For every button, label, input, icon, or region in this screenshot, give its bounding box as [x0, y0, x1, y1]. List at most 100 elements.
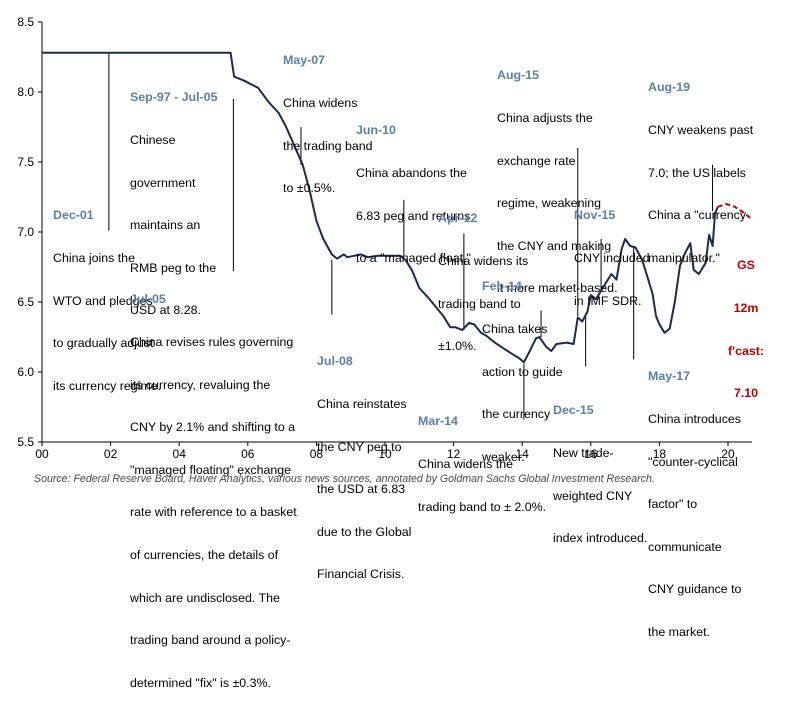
- annotation-heading: Jul-05: [130, 292, 166, 307]
- annotation-line: trading band to ± 2.0%.: [418, 499, 547, 514]
- annotation-line: China widens the: [418, 457, 514, 472]
- annotation-apr-12: Apr-12 China widens its trading band to …: [438, 183, 528, 368]
- y-tick-label: 7.5: [17, 155, 34, 169]
- annotation-line: action to guide: [482, 364, 563, 379]
- annotation-heading: Feb-14: [482, 279, 522, 294]
- annotation-jul-08: Jul-08 China reinstates the CNY peg to t…: [317, 326, 411, 596]
- annotation-line: in IMF SDR.: [574, 293, 642, 308]
- annotation-dec-01: Dec-01 China joins the WTO and pledges t…: [53, 180, 161, 407]
- annotation-aug-15: Aug-15 China adjusts the exchange rate r…: [497, 40, 618, 310]
- annotation-line: China takes: [482, 322, 548, 337]
- forecast-label-line: 7.10: [733, 386, 759, 401]
- annotation-line: China a "currency: [648, 208, 747, 223]
- x-tick-label: 06: [241, 447, 255, 461]
- annotation-line: China widens: [283, 96, 358, 111]
- annotation-line: communicate: [648, 539, 722, 554]
- x-tick-label: 20: [721, 447, 735, 461]
- annotation-line: 7.0; the US labels: [648, 165, 746, 180]
- chart-canvas: 5.5 6.0 6.5 7.0 7.5 8.0 8.5 00 02 04 06 08 10 12 14 16 1…: [17, 15, 752, 461]
- annotation-line: USD at 8.28.: [130, 303, 201, 318]
- annotation-line: factor" to: [648, 497, 698, 512]
- annotation-nov-15: Nov-15 CNY included in IMF SDR.: [574, 180, 650, 322]
- forecast-label-line: 12m: [733, 301, 759, 316]
- forecast-label-line: GS: [737, 258, 755, 273]
- annotation-line: CNY guidance to: [648, 582, 742, 597]
- annotation-heading: Aug-15: [497, 68, 539, 83]
- annotation-line: CNY included: [574, 251, 650, 266]
- annotation-line: rate with reference to a basket: [130, 505, 297, 520]
- annotation-heading: Apr-12: [438, 211, 478, 226]
- annotation-heading: Dec-15: [553, 403, 594, 418]
- annotation-heading: Nov-15: [574, 208, 616, 223]
- x-tick-label: 16: [584, 447, 598, 461]
- annotation-line: the USD at 6.83: [317, 482, 406, 497]
- annotation-line: to ±0.5%.: [283, 181, 336, 196]
- annotation-leaders: [108, 52, 714, 420]
- y-tick-label: 6.0: [17, 365, 34, 379]
- forecast-label-line: f'cast:: [728, 343, 764, 358]
- annotation-line: CNY weakens past: [648, 123, 754, 138]
- annotation-heading: May-17: [648, 369, 691, 384]
- x-tick-label: 04: [173, 447, 187, 461]
- x-tick-label: 08: [310, 447, 324, 461]
- annotation-line: its currency regime.: [53, 378, 162, 393]
- forecast-label: GS 12m f'cast: 7.10: [728, 230, 764, 415]
- annotation-line: New trade-: [553, 446, 614, 461]
- annotation-jun-10: Jun-10 China abandons the 6.83 peg and r…: [356, 95, 471, 280]
- annotation-line: China widens its: [438, 254, 529, 269]
- annotation-line: of currencies, the details of: [130, 548, 279, 563]
- annotation-line: China adjusts the: [497, 111, 593, 126]
- annotation-mar-14: Mar-14 China widens the trading band to …: [418, 386, 546, 528]
- annotation-line: Chinese: [130, 133, 176, 148]
- annotation-heading: Mar-14: [418, 414, 458, 429]
- annotation-line: "counter-cyclical: [648, 454, 738, 469]
- annotation-line: the CNY and making: [497, 238, 612, 253]
- y-tick-label: 5.5: [17, 435, 34, 449]
- annotation-heading: Dec-01: [53, 208, 94, 223]
- annotation-line: determined "fix" is ±0.3%.: [130, 675, 271, 690]
- annotation-line: to gradually adjust: [53, 336, 154, 351]
- forecast-line: [717, 203, 751, 219]
- x-tick-label: 14: [516, 447, 530, 461]
- annotation-feb-14: Feb-14 China takes action to guide the c…: [482, 251, 563, 478]
- annotation-line: it more market-based.: [497, 281, 618, 296]
- x-tick-label: 00: [35, 447, 49, 461]
- annotation-line: its currency, revaluing the: [130, 377, 271, 392]
- annotation-line: which are undisclosed. The: [130, 590, 280, 605]
- annotation-heading: May-07: [283, 53, 326, 68]
- annotation-dec-15: Dec-15 New trade- weighted CNY index int…: [553, 375, 647, 560]
- annotation-line: "managed floating" exchange: [130, 462, 292, 477]
- annotation-line: the currency: [482, 407, 551, 422]
- annotation-heading: Aug-19: [648, 80, 690, 95]
- x-tick-label: 12: [447, 447, 461, 461]
- y-tick-label: 7.0: [17, 225, 34, 239]
- annotation-sep97-jul05: Sep-97 - Jul-05 Chinese government maint…: [130, 62, 217, 332]
- y-tick-label: 8.0: [17, 85, 34, 99]
- annotation-line: weaker.: [482, 449, 525, 464]
- annotation-line: maintains an: [130, 218, 201, 233]
- usd-cny-line: [42, 51, 719, 364]
- y-tick-label: 6.5: [17, 295, 34, 309]
- annotation-line: manipulator.": [648, 250, 720, 265]
- x-tick-label: 10: [378, 447, 392, 461]
- annotation-line: RMB peg to the: [130, 260, 217, 275]
- annotation-line: China revises rules governing: [130, 335, 294, 350]
- annotation-heading: Sep-97 - Jul-05: [130, 90, 218, 105]
- annotation-line: the trading band: [283, 138, 373, 153]
- annotation-line: ±1.0%.: [438, 339, 477, 354]
- annotation-heading: Jun-10: [356, 123, 396, 138]
- annotation-line: WTO and pledges: [53, 293, 153, 308]
- x-tick-label: 18: [653, 447, 667, 461]
- annotation-line: the market.: [648, 625, 710, 640]
- annotation-line: CNY by 2.1% and shifting to a: [130, 420, 296, 435]
- annotation-line: 6.83 peg and returns: [356, 208, 471, 223]
- axes: 5.5 6.0 6.5 7.0 7.5 8.0 8.5 00 02 04 06 08 10 12 14 16 1…: [17, 15, 752, 461]
- annotation-line: government: [130, 175, 196, 190]
- annotation-line: the CNY peg to: [317, 439, 402, 454]
- annotation-line: index introduced.: [553, 531, 648, 546]
- annotation-line: China joins the: [53, 251, 135, 266]
- annotation-line: China introduces: [648, 412, 741, 427]
- annotation-line: China abandons the: [356, 166, 467, 181]
- annotation-aug-19: Aug-19 CNY weakens past 7.0; the US labe…: [648, 52, 753, 279]
- annotation-line: regime, weakening: [497, 196, 602, 211]
